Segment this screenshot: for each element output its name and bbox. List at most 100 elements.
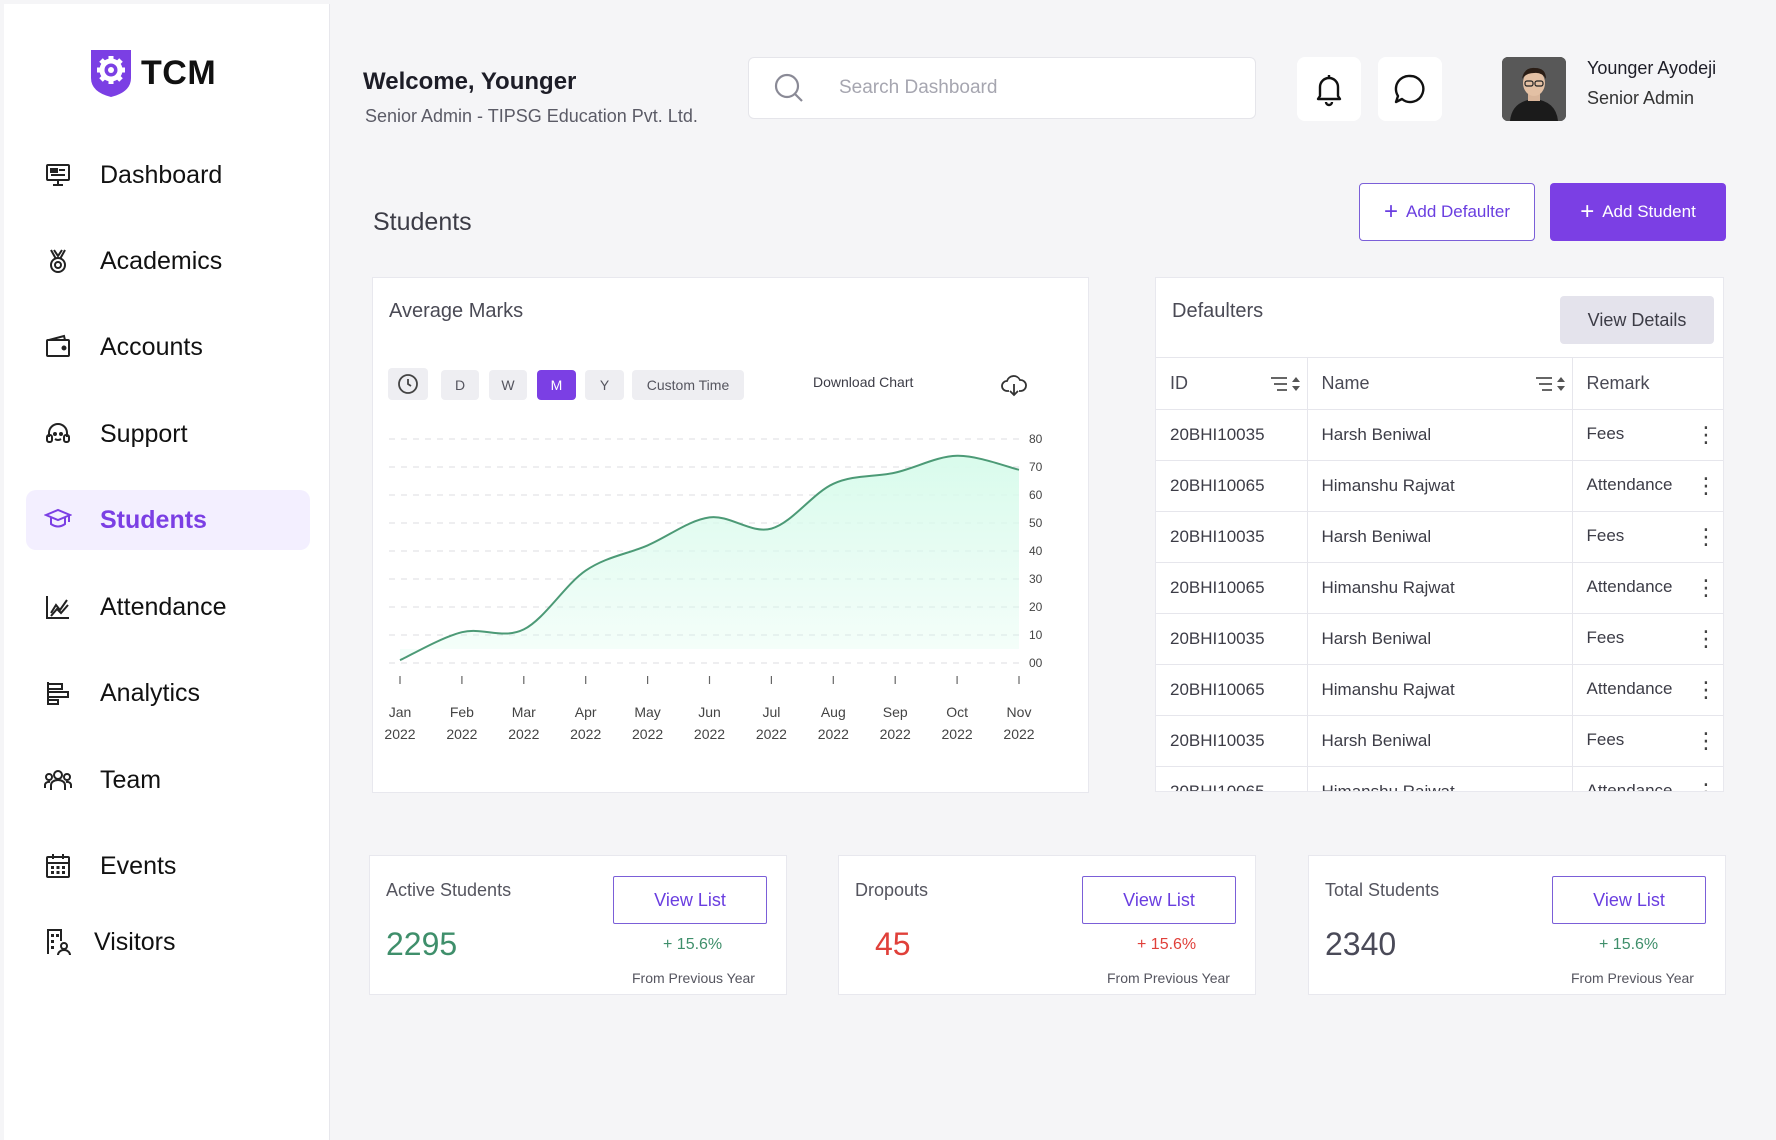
sidebar-item-events[interactable]: Events	[26, 836, 310, 896]
user-photo	[1502, 57, 1566, 121]
table-row[interactable]: 20BHI10065 Himanshu Rajwat Attendance ⋮	[1156, 766, 1723, 792]
y-tick-label: 50	[1029, 516, 1043, 530]
cell-text: Himanshu Rajwat	[1321, 782, 1455, 792]
range-button-month[interactable]: M	[537, 370, 576, 400]
table-row[interactable]: 20BHI10035 Harsh Beniwal Fees ⋮	[1156, 511, 1723, 563]
more-options-icon[interactable]: ⋮	[1695, 626, 1717, 651]
cell-text: Harsh Beniwal	[1321, 425, 1432, 444]
view-list-button[interactable]: View List	[1552, 876, 1706, 924]
sidebar-item-visitors[interactable]: Visitors	[26, 912, 310, 972]
cell-text: 20BHI10065	[1170, 476, 1265, 495]
column-label: ID	[1170, 373, 1188, 393]
cloud-download-icon[interactable]	[1001, 372, 1027, 398]
add-defaulter-button[interactable]: + Add Defaulter	[1359, 183, 1535, 241]
average-marks-card: Average Marks D W M Y Custom Time Downlo…	[372, 277, 1089, 793]
more-options-icon[interactable]: ⋮	[1695, 779, 1717, 792]
cell-id: 20BHI10065	[1156, 664, 1308, 716]
range-button-year[interactable]: Y	[585, 370, 624, 400]
defaulters-table: ID Name Remark 20BHI10035 Harsh Beniwal Fe…	[1156, 357, 1723, 792]
sidebar-item-dashboard[interactable]: Dashboard	[26, 145, 310, 205]
sidebar-item-label: Dashboard	[100, 160, 223, 189]
sidebar-item-team[interactable]: Team	[26, 750, 310, 810]
x-tick-label: 2022	[880, 726, 911, 742]
bar-chart-icon	[42, 677, 74, 709]
more-options-icon[interactable]: ⋮	[1695, 524, 1717, 549]
x-tick-label: Feb	[450, 704, 474, 720]
logo[interactable]: TCM	[89, 48, 216, 98]
chat-bubble-icon	[1394, 74, 1425, 104]
range-button-week[interactable]: W	[489, 370, 527, 400]
cell-remark: Attendance ⋮	[1572, 460, 1723, 512]
cell-remark: Fees ⋮	[1572, 613, 1723, 665]
cell-id: 20BHI10065	[1156, 562, 1308, 614]
y-tick-label: 20	[1029, 600, 1043, 614]
search-bar[interactable]	[748, 57, 1256, 119]
sidebar-item-accounts[interactable]: Accounts	[26, 317, 310, 377]
x-tick-label: 2022	[942, 726, 973, 742]
sort-filter-icon[interactable]	[1269, 374, 1303, 394]
x-tick-label: 2022	[632, 726, 663, 742]
stat-label: Dropouts	[855, 880, 929, 900]
series-area	[400, 455, 1019, 661]
y-tick-label: 70	[1029, 460, 1043, 474]
cell-remark: Fees ⋮	[1572, 511, 1723, 563]
x-tick-label: Jun	[698, 704, 721, 720]
x-tick-label: Oct	[946, 704, 968, 720]
column-header-id[interactable]: ID	[1156, 357, 1308, 410]
graduation-cap-icon	[42, 504, 74, 536]
search-input[interactable]	[839, 77, 1239, 99]
sidebar-item-academics[interactable]: Academics	[26, 231, 310, 291]
table-row[interactable]: 20BHI10035 Harsh Beniwal Fees ⋮	[1156, 715, 1723, 767]
view-list-button[interactable]: View List	[613, 876, 767, 924]
welcome-title: Welcome, Younger	[363, 68, 577, 95]
download-chart-label[interactable]: Download Chart	[813, 374, 914, 390]
sidebar-item-analytics[interactable]: Analytics	[26, 663, 310, 723]
plus-icon: +	[1384, 198, 1399, 225]
clock-button[interactable]	[388, 368, 428, 400]
more-options-icon[interactable]: ⋮	[1695, 677, 1717, 702]
x-tick-label: Apr	[575, 704, 597, 720]
table-row[interactable]: 20BHI10065 Himanshu Rajwat Attendance ⋮	[1156, 664, 1723, 716]
column-header-name[interactable]: Name	[1307, 357, 1573, 410]
plus-icon: +	[1580, 198, 1595, 225]
sidebar-item-label: Events	[100, 851, 177, 880]
notifications-button[interactable]	[1297, 57, 1361, 121]
cell-name: Harsh Beniwal	[1307, 613, 1573, 665]
more-options-icon[interactable]: ⋮	[1695, 728, 1717, 753]
sidebar-item-support[interactable]: Support	[26, 404, 310, 464]
x-tick-label: Jan	[389, 704, 412, 720]
x-tick-label: 2022	[508, 726, 539, 742]
more-options-icon[interactable]: ⋮	[1695, 575, 1717, 600]
more-options-icon[interactable]: ⋮	[1695, 422, 1717, 447]
x-tick-label: 2022	[818, 726, 849, 742]
stat-value: 45	[875, 926, 911, 962]
sort-filter-icon[interactable]	[1534, 374, 1568, 394]
column-label: Name	[1321, 373, 1370, 393]
avatar[interactable]	[1502, 57, 1566, 121]
table-row[interactable]: 20BHI10035 Harsh Beniwal Fees ⋮	[1156, 613, 1723, 665]
add-student-button[interactable]: + Add Student	[1550, 183, 1726, 241]
stat-label: Active Students	[386, 880, 512, 900]
range-button-day[interactable]: D	[441, 370, 479, 400]
view-details-button[interactable]: View Details	[1560, 296, 1714, 344]
cell-remark: Fees ⋮	[1572, 715, 1723, 767]
cell-text: Fees	[1586, 628, 1625, 647]
view-list-button[interactable]: View List	[1082, 876, 1236, 924]
messages-button[interactable]	[1378, 57, 1442, 121]
cell-text: 20BHI10035	[1170, 629, 1265, 648]
table-row[interactable]: 20BHI10035 Harsh Beniwal Fees ⋮	[1156, 409, 1723, 461]
cell-name: Himanshu Rajwat	[1307, 562, 1573, 614]
dropouts-card: Dropouts 45 View List + 15.6% From Previ…	[838, 855, 1256, 995]
table-row[interactable]: 20BHI10065 Himanshu Rajwat Attendance ⋮	[1156, 460, 1723, 512]
x-tick-label: Aug	[821, 704, 846, 720]
y-tick-label: 60	[1029, 488, 1043, 502]
more-options-icon[interactable]: ⋮	[1695, 473, 1717, 498]
range-button-custom[interactable]: Custom Time	[632, 370, 744, 400]
cell-name: Harsh Beniwal	[1307, 409, 1573, 461]
user-name: Younger Ayodeji	[1587, 58, 1717, 78]
sidebar-item-attendance[interactable]: Attendance	[26, 577, 310, 637]
sidebar-item-students[interactable]: Students	[26, 490, 310, 550]
table-row[interactable]: 20BHI10065 Himanshu Rajwat Attendance ⋮	[1156, 562, 1723, 614]
line-chart-icon	[42, 591, 74, 623]
x-tick-label: Nov	[1007, 704, 1032, 720]
